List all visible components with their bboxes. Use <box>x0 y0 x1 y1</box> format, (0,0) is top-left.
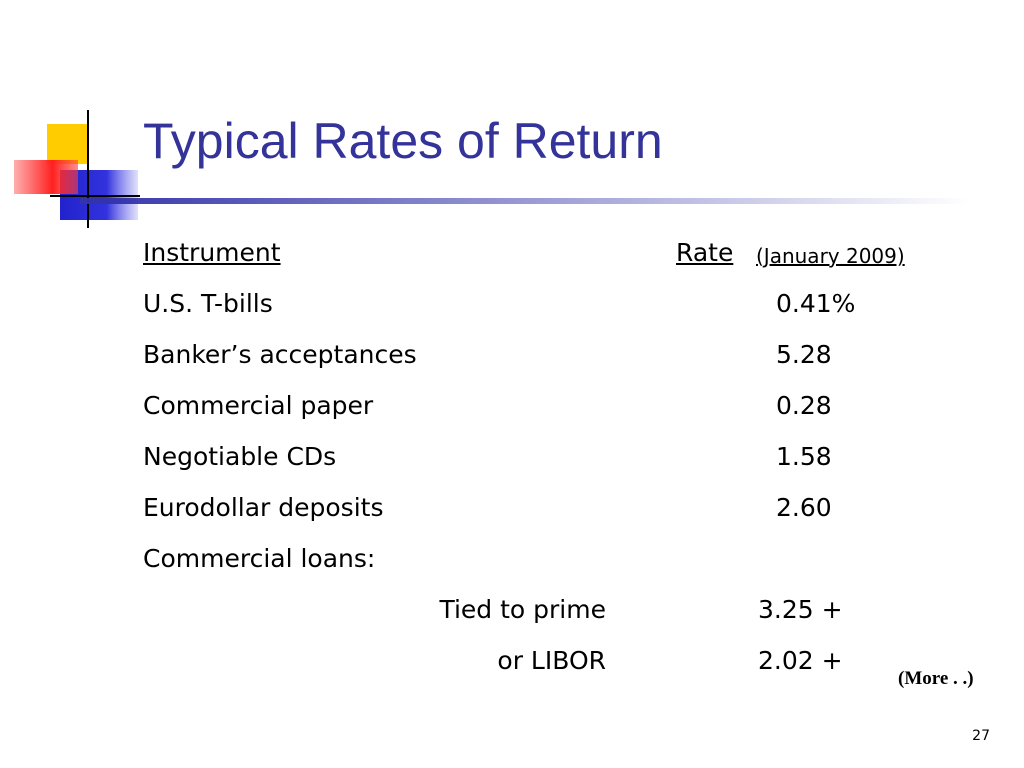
slide-title: Typical Rates of Return <box>143 113 663 169</box>
sub-row-label: or LIBOR <box>497 646 606 675</box>
header-rate-note: (January 2009) <box>756 244 905 268</box>
row-label: Eurodollar deposits <box>143 493 384 522</box>
row-rate: 0.41% <box>776 289 856 318</box>
yellow-square <box>47 124 88 164</box>
sub-row-rate: 3.25 + <box>758 595 843 624</box>
row-rate: 5.28 <box>776 340 832 369</box>
row-label: U.S. T-bills <box>143 289 273 318</box>
row-rate: 1.58 <box>776 442 832 471</box>
page-number: 27 <box>972 728 990 744</box>
note: (More . .) <box>898 668 974 689</box>
sub-row-rate: 2.02 + <box>758 646 843 675</box>
row-label: Commercial paper <box>143 391 374 420</box>
decoration <box>14 110 970 228</box>
sub-row-label: Tied to prime <box>439 595 606 624</box>
red-bar <box>14 160 78 194</box>
row-label: Commercial loans: <box>143 544 376 573</box>
row-rate: 0.28 <box>776 391 832 420</box>
title-underline <box>80 198 970 204</box>
header-rate: Rate <box>676 238 734 267</box>
row-label: Negotiable CDs <box>143 442 337 471</box>
row-label: Banker’s acceptances <box>143 340 417 369</box>
header-instrument: Instrument <box>143 238 281 267</box>
row-rate: 2.60 <box>776 493 832 522</box>
